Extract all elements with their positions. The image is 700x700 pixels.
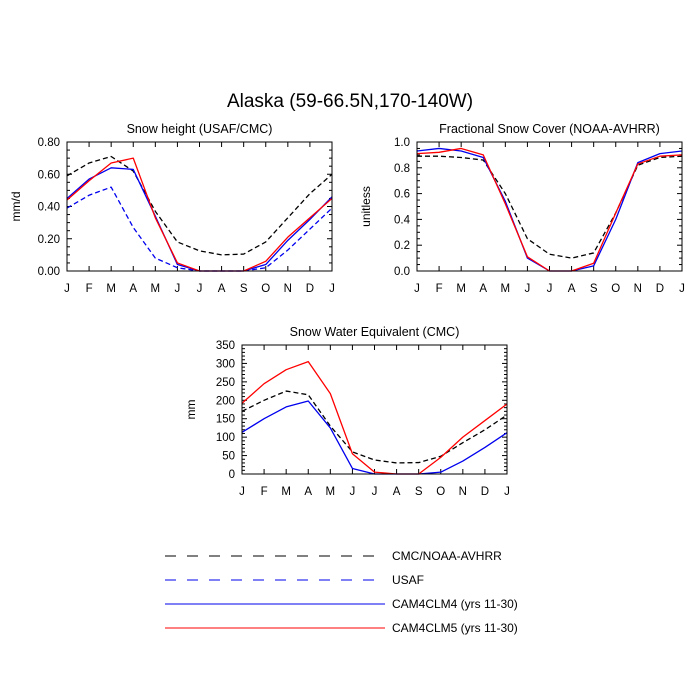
y-tick-label: 150 [216,414,235,426]
y-tick-label: 250 [216,377,235,389]
legend-label: CAM4CLM4 (yrs 11-30) [392,597,518,611]
x-tick-label: F [436,283,443,295]
y-tick-label: 0.8 [394,163,410,175]
x-tick-label: D [481,486,489,498]
y-tick-label: 0.80 [38,137,60,149]
series-line-cmc-noaa-avhrr [66,155,333,256]
y-tick-label: 0.4 [394,214,411,226]
x-tick-label: J [329,283,335,295]
chart-panels: Snow height (USAF/CMC)mm/d0.000.200.400.… [9,122,685,498]
series-line-cam4clm5-yrs-11-30 [241,360,508,475]
series-line-cam4clm4-yrs-11-30 [66,167,333,272]
y-axis-label: mm/d [9,192,23,222]
y-tick-label: 0 [229,469,235,481]
x-tick-label: F [261,486,268,498]
x-tick-label: M [151,283,161,295]
x-tick-label: F [86,283,93,295]
y-tick-label: 0.2 [394,240,410,252]
x-tick-label: A [568,283,576,295]
chart-panel-1: Snow height (USAF/CMC) mm/d 0.00 0.20 0.40 0.… [9,122,335,295]
plot-frame [416,141,683,272]
chart-panel-2: Fractional Snow Cover (NOAA-AVHRR) unitle… [359,122,685,295]
panel-title: Snow Water Equivalent (CMC) [290,325,460,339]
x-tick-label: J [372,486,378,498]
series-line-cam4clm5-yrs-11-30 [66,157,333,272]
x-tick-label: O [611,283,620,295]
chart-panel-3: Snow Water Equivalent (CMC) mm 0 50 100 150 20… [184,325,510,498]
y-tick-label: 0.00 [38,266,60,278]
x-tick-label: J [679,283,685,295]
x-tick-label: J [414,283,420,295]
series-line-cam4clm4-yrs-11-30 [241,400,508,475]
plot-frame [66,141,333,272]
x-tick-label: S [240,283,248,295]
x-tick-label: A [304,486,312,498]
x-tick-label: A [129,283,137,295]
series-line-cmc-noaa-avhrr [417,155,683,259]
x-tick-label: J [64,283,70,295]
x-tick-label: S [415,486,423,498]
x-tick-label: D [656,283,664,295]
y-tick-label: 0.6 [394,189,410,201]
legend: CMC/NOAA-AVHRR USAF CAM4CLM4 (yrs 11-30) CA… [165,549,518,635]
x-tick-label: J [504,486,510,498]
x-tick-label: D [306,283,314,295]
x-tick-label: O [261,283,270,295]
y-tick-label: 350 [216,340,235,352]
y-tick-label: 0.20 [38,234,60,246]
x-tick-label: J [175,283,181,295]
x-tick-label: A [479,283,487,295]
y-tick-label: 0.40 [38,202,60,214]
x-tick-label: J [197,283,203,295]
x-tick-label: J [239,486,245,498]
y-tick-label: 100 [216,432,235,444]
figure-title: Alaska (59-66.5N,170-140W) [227,91,473,112]
y-tick-label: 200 [216,395,235,407]
panel-title: Snow height (USAF/CMC) [127,122,273,136]
legend-label: USAF [392,573,424,587]
y-tick-label: 300 [216,358,235,370]
y-axis-label: mm [184,400,198,420]
x-tick-label: M [456,283,466,295]
x-tick-label: M [281,486,291,498]
x-tick-label: J [350,486,356,498]
x-tick-label: J [525,283,531,295]
x-tick-label: M [326,486,336,498]
x-tick-label: J [547,283,553,295]
y-tick-label: 0.0 [394,266,410,278]
x-tick-label: M [501,283,511,295]
x-tick-label: M [106,283,116,295]
x-tick-label: N [634,283,642,295]
x-tick-label: A [218,283,226,295]
legend-item-cam4clm5-yrs-11-30: CAM4CLM5 (yrs 11-30) [165,621,518,635]
x-tick-label: S [590,283,598,295]
legend-label: CAM4CLM5 (yrs 11-30) [392,621,518,635]
legend-item-cmc-noaa-avhrr: CMC/NOAA-AVHRR [165,549,502,563]
y-tick-label: 1.0 [394,137,410,149]
x-tick-label: A [393,486,401,498]
x-tick-label: N [459,486,467,498]
legend-item-usaf: USAF [165,573,424,587]
series-line-cam4clm5-yrs-11-30 [416,147,683,272]
legend-item-cam4clm4-yrs-11-30: CAM4CLM4 (yrs 11-30) [165,597,518,611]
series-line-cmc-noaa-avhrr [241,390,508,464]
y-tick-label: 0.60 [38,169,60,181]
series-line-cam4clm4-yrs-11-30 [416,147,683,272]
plot-frame [241,344,508,475]
x-tick-label: N [284,283,292,295]
legend-label: CMC/NOAA-AVHRR [392,549,502,563]
y-axis-label: unitless [359,186,373,227]
panel-title: Fractional Snow Cover (NOAA-AVHRR) [439,122,660,136]
series-line-usaf [66,186,333,272]
x-tick-label: O [436,486,445,498]
y-tick-label: 50 [222,451,235,463]
